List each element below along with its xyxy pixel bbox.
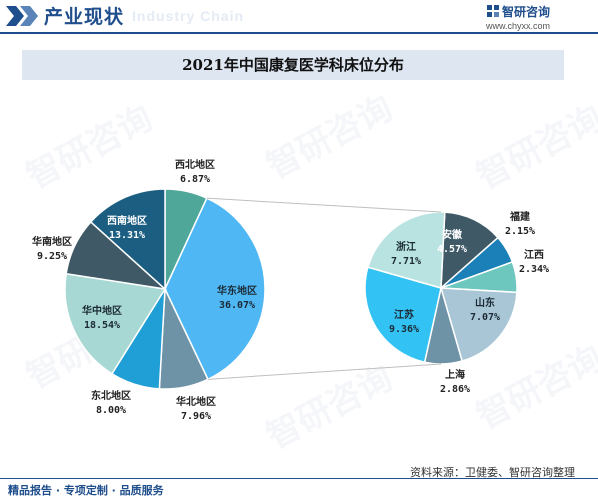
pie2-label-value: 2.34%	[519, 264, 549, 275]
slice-label-name: 华北地区	[176, 395, 216, 408]
pie2-label-name: 江苏	[394, 308, 414, 321]
slice-label-name: 华南地区	[32, 235, 72, 248]
chart-title-band	[22, 50, 564, 80]
slice-label-name: 华中地区	[82, 304, 122, 317]
pie2-slice-1	[440, 211, 499, 290]
pie-slice-5	[64, 272, 167, 375]
footer-rule	[0, 478, 598, 479]
pie2-slice-6	[364, 266, 442, 364]
source-note: 资料来源：卫健委、智研咨询整理	[410, 466, 575, 479]
slice-label-value: 8.00%	[96, 405, 126, 416]
slice-label-value: 6.87%	[180, 174, 210, 185]
pie2-label-name: 浙江	[396, 240, 416, 253]
brand-logo-icon	[487, 5, 499, 17]
pie2-label-name: 江西	[524, 248, 544, 261]
pie2-label-value: 9.36%	[389, 324, 419, 335]
chart-title: 2021年中国康复医学科床位分布	[182, 56, 404, 74]
slice-label-value: 9.25%	[37, 251, 67, 262]
section-title: 产业现状	[44, 6, 125, 28]
pie2-label-name: 福建	[509, 210, 531, 223]
slice-label-name: 华东地区	[217, 284, 257, 297]
header-bar: 产业现状 Industry Chain 智研咨询 www.chyxx.com	[0, 0, 598, 34]
slice-label-value: 18.54%	[84, 320, 120, 331]
pie2-label-name: 上海	[445, 368, 465, 381]
ghost-subtitle: Industry Chain	[132, 8, 245, 24]
pie-slice-7	[89, 188, 166, 291]
slice-label-name: 东北地区	[91, 389, 131, 402]
pie2-label-value: 7.07%	[470, 312, 500, 323]
footer-tagline: 精品报告 · 专项定制 · 品质服务	[8, 484, 164, 497]
pie2-label-value: 2.86%	[440, 384, 470, 395]
pie-slice-2	[164, 197, 266, 381]
chevrons-icon	[6, 6, 38, 26]
slice-label-value: 7.96%	[181, 411, 211, 422]
pie2-label-value: 7.71%	[391, 256, 421, 267]
slice-label-name: 西北地区	[175, 158, 215, 171]
pie2-label-name: 山东	[475, 296, 495, 309]
header-rule	[0, 32, 598, 34]
brand-url: www.chyxx.com	[486, 21, 551, 31]
slice-label-value: 13.31%	[109, 230, 145, 241]
slice-label-name: 西南地区	[107, 214, 147, 227]
pie2-label-value: 4.57%	[437, 244, 467, 255]
brand-name: 智研咨询	[502, 5, 551, 19]
pie2-label-name: 安徽	[442, 228, 463, 241]
pie2-slice-4	[439, 287, 518, 362]
connector-line-bottom	[207, 363, 442, 380]
pie2-label-value: 2.15%	[505, 226, 535, 237]
connector-line-top	[206, 197, 442, 213]
slice-label-value: 36.07%	[219, 300, 255, 311]
